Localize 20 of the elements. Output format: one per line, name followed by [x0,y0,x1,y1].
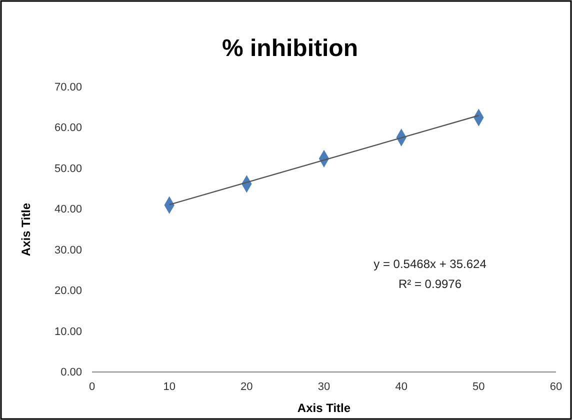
chart-title: % inhibition [222,35,358,62]
y-tick-label: 60.00 [54,122,82,134]
x-tick-label: 30 [318,380,330,393]
annotation: y = 0.5468x + 35.624 [374,257,487,271]
y-tick-label: 30.00 [54,244,82,256]
y-tick-label: 70.00 [54,82,82,94]
y-tick-label: 50.00 [54,162,82,175]
x-tick-label: 0 [88,380,96,393]
x-tick-label: 20 [240,380,253,393]
y-axis-title: Axis Title [19,202,33,256]
x-tick-label: 40 [395,380,408,393]
x-axis-title: Axis Title [297,401,351,415]
y-tick-label: 20.00 [54,285,82,298]
y-tick-label: 40.00 [54,204,82,216]
annotation: R² = 0.9976 [398,277,462,291]
y-tick-label: 10.00 [54,326,82,338]
x-tick-label: 60 [550,380,562,393]
y-tick-label: 0.00 [60,366,82,379]
x-tick-label: 10 [163,380,176,393]
x-tick-label: 50 [472,380,485,393]
